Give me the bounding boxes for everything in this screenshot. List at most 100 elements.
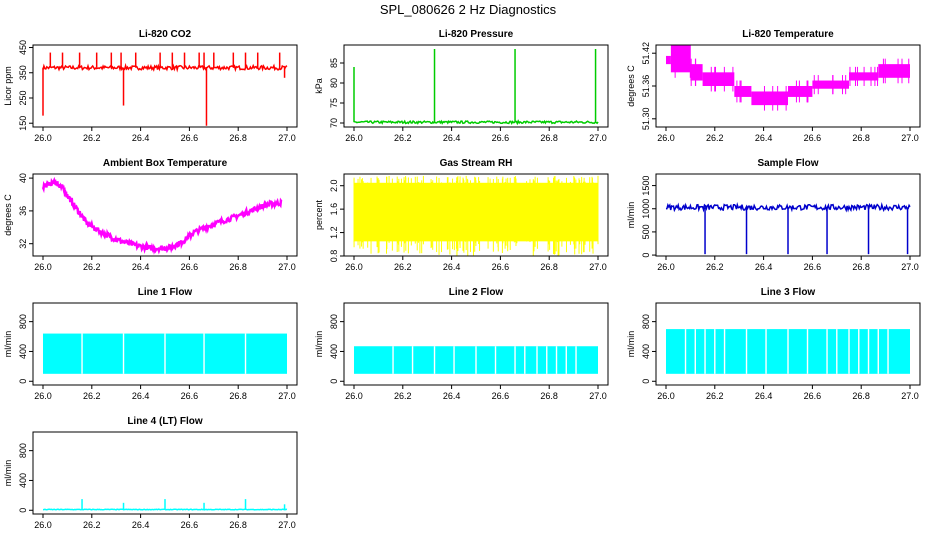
y-tick-label: 51.30 (641, 108, 651, 131)
x-tick-label: 27.0 (278, 520, 296, 530)
y-tick-label: 0 (18, 379, 28, 384)
chart-panel-8: Line 2 Flow 26.0 26.2 26.4 26.6 26.8 27.0 0 400 8… (314, 287, 609, 401)
chart-series-group (41, 176, 283, 255)
x-tick-label: 26.6 (804, 133, 822, 143)
y-tick-label: 400 (641, 344, 651, 359)
y-tick-label: 800 (18, 443, 28, 458)
y-axis-label: kPa (314, 78, 324, 94)
x-tick-label: 26.2 (83, 391, 101, 401)
y-tick-label: 85 (329, 58, 339, 68)
y-tick-label: 0 (329, 379, 339, 384)
x-tick-label: 26.2 (706, 262, 724, 272)
chart-title: Line 3 Flow (761, 287, 816, 298)
x-tick-label: 26.0 (345, 133, 363, 143)
x-tick-label: 26.2 (706, 391, 724, 401)
y-tick-label: 0 (641, 253, 651, 258)
x-tick-label: 26.4 (132, 262, 150, 272)
x-tick-label: 27.0 (278, 262, 296, 272)
x-tick-label: 26.4 (132, 391, 150, 401)
y-axis-label: ml/min (626, 202, 636, 229)
x-tick-label: 27.0 (901, 133, 919, 143)
y-tick-label: 500 (641, 224, 651, 239)
chart-series-group (353, 49, 599, 126)
y-axis-label: ml/min (314, 331, 324, 358)
y-tick-label: 0 (18, 508, 28, 513)
x-tick-label: 26.8 (852, 391, 870, 401)
x-tick-label: 26.4 (443, 391, 461, 401)
x-tick-label: 26.0 (34, 391, 52, 401)
y-axis-label: ml/min (3, 331, 13, 358)
x-tick-label: 26.8 (540, 262, 558, 272)
x-tick-label: 26.6 (181, 391, 199, 401)
x-tick-label: 27.0 (589, 262, 607, 272)
x-tick-label: 26.8 (540, 391, 558, 401)
chart-series-group (43, 333, 287, 374)
chart-panel-3: Li-820 Temperature 26.0 26.2 26.4 26.6 26.8 27… (626, 29, 921, 143)
x-tick-label: 26.2 (394, 133, 412, 143)
x-tick-label: 27.0 (589, 391, 607, 401)
y-tick-label: 0.8 (329, 250, 339, 263)
x-tick-label: 26.6 (181, 262, 199, 272)
x-tick-label: 26.6 (804, 262, 822, 272)
y-tick-label: 40 (18, 173, 28, 183)
x-tick-label: 26.4 (132, 133, 150, 143)
y-tick-label: 800 (329, 314, 339, 329)
chart-panel-2: Li-820 Pressure 26.0 26.2 26.4 26.6 26.8 27.0 7… (314, 29, 609, 143)
y-axis-label: ml/min (3, 460, 13, 487)
x-tick-label: 26.2 (706, 133, 724, 143)
y-tick-label: 70 (329, 118, 339, 128)
chart-series-group (666, 329, 910, 374)
chart-panel-6: Sample Flow 26.0 26.2 26.4 26.6 26.8 27.0 0 500 1… (626, 158, 921, 272)
y-tick-label: 800 (18, 314, 28, 329)
x-tick-label: 26.8 (229, 262, 247, 272)
series-step (702, 72, 735, 86)
series-step (734, 86, 752, 97)
y-tick-label: 1.2 (329, 226, 339, 239)
chart-series-group (353, 175, 599, 256)
series-line (41, 176, 283, 255)
y-tick-label: 51.42 (641, 42, 651, 65)
series-line (42, 62, 288, 73)
series-step (666, 55, 671, 65)
x-tick-label: 26.6 (492, 391, 510, 401)
plot-frame (32, 173, 298, 257)
chart-panel-9: Line 3 Flow 26.0 26.2 26.4 26.6 26.8 27.0 0 400 8… (626, 287, 921, 401)
series-step (812, 80, 849, 89)
chart-title: Line 2 Flow (449, 287, 504, 298)
y-tick-label: 250 (18, 90, 28, 105)
y-tick-label: 80 (329, 78, 339, 88)
y-axis-label: degrees C (3, 194, 13, 236)
y-tick-label: 1.6 (329, 203, 339, 216)
x-tick-label: 26.6 (492, 262, 510, 272)
x-tick-label: 27.0 (901, 262, 919, 272)
y-tick-label: 51.36 (641, 75, 651, 98)
x-tick-label: 26.8 (540, 133, 558, 143)
y-tick-label: 2.0 (329, 179, 339, 192)
y-axis-label: degrees C (626, 65, 636, 107)
chart-title: Sample Flow (757, 158, 818, 169)
x-tick-label: 26.0 (34, 262, 52, 272)
chart-title: Li-820 Temperature (742, 29, 834, 40)
x-tick-label: 26.6 (181, 133, 199, 143)
chart-panel-10: Line 4 (LT) Flow 26.0 26.2 26.4 26.6 26.8 27.0… (3, 416, 298, 530)
x-tick-label: 26.4 (755, 391, 773, 401)
x-tick-label: 26.4 (443, 133, 461, 143)
chart-series-group (666, 45, 910, 111)
chart-title: Line 4 (LT) Flow (127, 416, 203, 427)
page-title: SPL_080626 2 Hz Diagnostics (379, 2, 557, 17)
series-step (670, 45, 691, 73)
x-tick-label: 26.4 (132, 520, 150, 530)
y-tick-label: 0 (641, 379, 651, 384)
chart-series-group (354, 346, 598, 374)
y-tick-label: 450 (18, 40, 28, 55)
y-tick-label: 800 (641, 314, 651, 329)
x-tick-label: 26.2 (394, 391, 412, 401)
x-tick-label: 27.0 (901, 391, 919, 401)
series-step (751, 91, 788, 106)
x-tick-label: 26.0 (657, 262, 675, 272)
x-tick-label: 26.8 (229, 520, 247, 530)
y-tick-label: 32 (18, 239, 28, 249)
chart-panel-1: Li-820 CO2 26.0 26.2 26.4 26.6 26.8 27.0 150 250… (3, 29, 298, 143)
y-tick-label: 400 (329, 344, 339, 359)
chart-panel-7: Line 1 Flow 26.0 26.2 26.4 26.6 26.8 27.0 0 400 8… (3, 287, 298, 401)
